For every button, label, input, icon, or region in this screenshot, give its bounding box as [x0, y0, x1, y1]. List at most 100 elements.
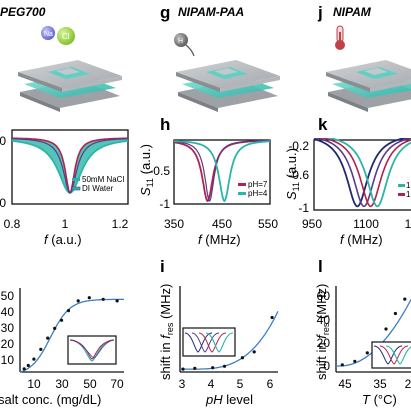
data-point-10: [101, 297, 105, 301]
y-axis-label: shift in fres (MHz): [158, 284, 175, 380]
legend-entry-di-water: DI Water: [82, 184, 114, 193]
ytick-20: 20: [1, 337, 15, 351]
data-points: [340, 297, 407, 367]
svg-text:Na: Na: [44, 31, 53, 38]
panel-letter-h: h: [160, 115, 170, 134]
data-point-2: [32, 357, 36, 361]
data-point-6: [403, 297, 407, 301]
xtick-partial: 1: [405, 217, 411, 231]
sensor-device-j: [326, 60, 411, 112]
ytick-0: 0: [0, 134, 6, 148]
ytick-minus-0-2: -0.2: [288, 139, 309, 153]
plot-frame: [11, 129, 129, 205]
data-point-4: [46, 336, 50, 340]
na-ion-icon: [41, 26, 55, 40]
data-point-9: [87, 296, 91, 300]
legend: pH=7 pH=4: [238, 180, 268, 198]
svg-text:H: H: [178, 38, 183, 45]
xtick-4: 4: [208, 377, 215, 391]
ytick-0: 0: [323, 359, 330, 373]
ytick-minus-1: -1: [298, 201, 309, 215]
inset-spectrum: [67, 335, 117, 365]
data-point-0: [340, 363, 344, 367]
data-point-2: [365, 351, 369, 355]
x-axis-label: T (°C): [362, 392, 397, 407]
row1-titles: PEG700 g NIPAM-PAA j NIPAM: [0, 3, 372, 22]
chart-row3-left: 50 40 30 20 10 10 30 50 70 salt conc. (m…: [0, 288, 125, 407]
data-point-5: [53, 326, 57, 330]
xtick-0: 0.8: [4, 217, 21, 231]
ytick-40: 40: [1, 305, 15, 319]
data-point-1: [26, 363, 30, 368]
x-axis-label: salt conc. (mg/dL): [0, 392, 101, 407]
legend: 1 1: [398, 181, 411, 199]
xtick-350: 350: [164, 217, 184, 231]
chart-h: h -0.5 -1 350 450 550 f (MHz) S11 (a.u.)…: [138, 115, 278, 247]
ytick-30: 30: [1, 321, 15, 335]
svg-text:Cl: Cl: [62, 32, 70, 41]
data-point-1: [193, 366, 197, 370]
panel-letter-i: i: [160, 257, 165, 276]
data-point-3: [222, 364, 227, 368]
h-proton-icon: H: [174, 33, 195, 57]
data-point-5: [393, 311, 397, 316]
chart-l: l 60 40 20 0 45 35 2 T (°C) shift in fre…: [314, 257, 411, 407]
legend-entry-1: 1: [406, 181, 411, 190]
x-axis-label: f (a.u.): [44, 232, 82, 247]
chart-row2-left: 0 30 0.8 1 1.2 f (a.u.) 50mM NaCl DI Wat…: [0, 129, 129, 247]
x-axis-label: f (MHz): [340, 232, 383, 247]
data-point-2: [211, 366, 215, 370]
xtick-1: 1: [62, 217, 69, 231]
xtick-2: 1.2: [112, 217, 129, 231]
data-point-11: [115, 299, 119, 303]
ytick-60: 60: [317, 289, 331, 303]
data-point-3: [39, 347, 43, 351]
na-cl-ion-icon: Na Cl: [41, 26, 75, 45]
data-point-5: [252, 350, 256, 354]
series-line-4: [324, 138, 411, 208]
ytick-10: 10: [1, 353, 15, 367]
xtick-6: 6: [267, 377, 274, 391]
chart-i: i 3 4 5 6 pH level shift in fres (MHz): [158, 257, 279, 407]
series-line-ph7-2: [174, 139, 270, 202]
xtick-10: 10: [27, 377, 41, 391]
sensor-device-left: [18, 60, 122, 112]
x-axis-label: pH level: [205, 392, 253, 407]
data-points: [181, 315, 274, 371]
xtick-35: 35: [373, 377, 387, 391]
panel-letter-g: g: [160, 3, 170, 22]
xtick-550: 550: [258, 217, 278, 231]
data-point-4: [240, 356, 244, 360]
ytick-40: 40: [317, 313, 331, 327]
data-point-0: [22, 367, 26, 371]
ytick-minus-0-6: -0.6: [288, 168, 309, 182]
sensor-device-g: [176, 60, 280, 112]
xtick-1100: 1100: [353, 217, 379, 231]
data-point-8: [76, 299, 80, 303]
panel-title-g: NIPAM-PAA: [178, 5, 244, 19]
data-point-0: [181, 367, 185, 371]
cl-ion-icon: [57, 27, 75, 45]
thermometer-icon: [335, 25, 345, 50]
panel-title-j: NIPAM: [333, 5, 372, 19]
y-axis-label: shift in fres (MHz): [314, 284, 331, 380]
ytick-50: 50: [1, 289, 15, 303]
fit-curve: [19, 298, 125, 373]
arrow-icon: [185, 44, 195, 57]
panel-letter-k: k: [318, 115, 328, 134]
ytick-minus-0-5: -0.5: [149, 164, 170, 178]
xtick-70: 70: [110, 377, 124, 391]
legend-entry-ph4: pH=4: [248, 189, 268, 198]
legend-entry-2: 1: [406, 190, 411, 199]
ytick-30: 30: [0, 196, 6, 210]
y-axis-label: S11 (a.u.): [138, 144, 155, 196]
x-axis-label: f (MHz): [198, 232, 241, 247]
data-point-6: [60, 318, 64, 322]
xtick-950: 950: [302, 217, 322, 231]
chart-k: k -0.2 -0.6 -1 950 1100 1 f (MHz) S11 (a…: [284, 115, 411, 247]
xtick-45: 45: [338, 377, 352, 391]
fit-curve: [180, 311, 279, 370]
panel-letter-l: l: [318, 257, 323, 276]
legend-entry-ph7: pH=7: [248, 180, 268, 189]
panel-title-left: PEG700: [0, 5, 46, 19]
